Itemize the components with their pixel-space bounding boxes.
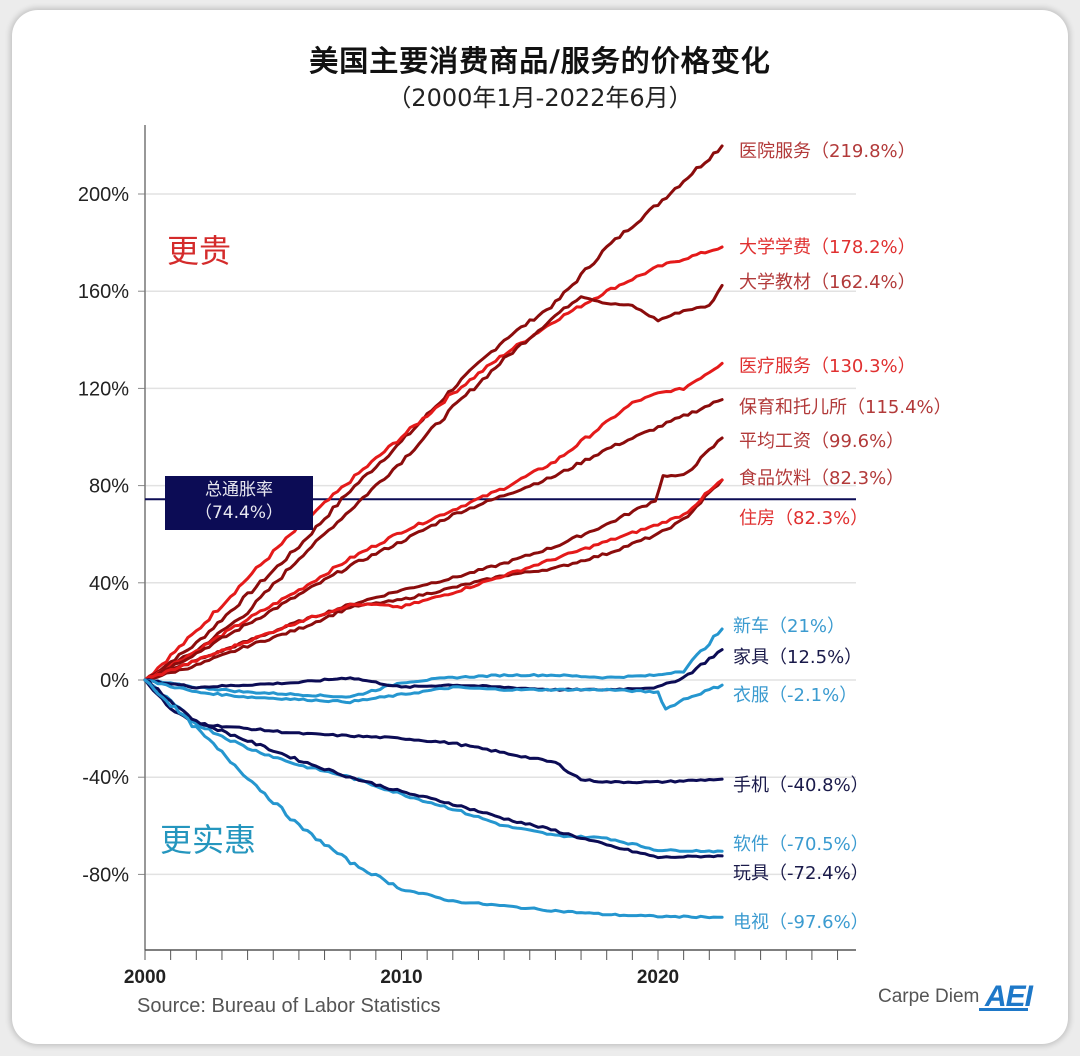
source-note: Source: Bureau of Labor Statistics bbox=[137, 995, 441, 1017]
y-tick-label: -80% bbox=[82, 864, 129, 886]
inflation-label-box: 总通胀率 （74.4%） bbox=[165, 476, 313, 530]
x-tick-label: 2010 bbox=[380, 967, 422, 988]
zone-label-more-affordable: 更实惠 bbox=[160, 821, 257, 859]
series-line-衣服 bbox=[143, 678, 724, 711]
gridlines bbox=[145, 193, 856, 876]
series-line-家具 bbox=[143, 648, 724, 692]
inflation-label-name: 总通胀率 bbox=[205, 480, 273, 500]
series-line-保育和托儿所 bbox=[143, 398, 724, 682]
y-tick-label: 40% bbox=[89, 573, 129, 595]
chart-title: 美国主要消费商品/服务的价格变化 bbox=[309, 44, 771, 78]
series-label: 软件（-70.5%） bbox=[733, 834, 869, 855]
series-label: 保育和托儿所（115.4%） bbox=[739, 397, 952, 418]
series-label: 电视（-97.6%） bbox=[733, 912, 869, 933]
series-lines bbox=[143, 144, 724, 920]
series-line-大学学费 bbox=[143, 245, 724, 682]
series-line-医院服务 bbox=[143, 144, 724, 682]
series-label: 大学学费（178.2%） bbox=[739, 237, 916, 258]
series-label: 衣服（-2.1%） bbox=[733, 685, 858, 706]
y-tick-label: 80% bbox=[89, 476, 129, 498]
series-label: 新车（21%） bbox=[733, 616, 846, 637]
series-label: 玩具（-72.4%） bbox=[733, 863, 869, 884]
y-tick-label: 0% bbox=[100, 670, 129, 692]
series-label: 手机（-40.8%） bbox=[733, 775, 869, 796]
y-tick-label: 200% bbox=[78, 184, 129, 206]
y-tick-label: 120% bbox=[78, 378, 129, 400]
series-line-平均工资 bbox=[143, 436, 724, 682]
axes: 200% 160% 120% 80% 40% 0% -40% -80% 2000 2010 2020 bbox=[78, 125, 856, 988]
series-line-手机 bbox=[143, 678, 724, 785]
series-line-大学教材 bbox=[143, 283, 724, 682]
series-line-电视 bbox=[143, 678, 724, 920]
x-tick-label: 2000 bbox=[124, 967, 166, 988]
x-tick-label: 2020 bbox=[637, 967, 679, 988]
series-line-软件 bbox=[143, 678, 724, 854]
y-tick-label: -40% bbox=[82, 767, 129, 789]
series-line-玩具 bbox=[143, 678, 724, 860]
series-label: 大学教材（162.4%） bbox=[739, 272, 916, 293]
aei-logo: AEI bbox=[978, 980, 1033, 1013]
series-label: 食品饮料（82.3%） bbox=[739, 468, 905, 489]
series-line-食品饮料 bbox=[143, 478, 724, 682]
series-label: 医院服务（219.8%） bbox=[739, 141, 916, 162]
brand-text: Carpe Diem bbox=[878, 986, 980, 1007]
inflation-label-value: （74.4%） bbox=[194, 503, 283, 523]
zone-label-more-expensive: 更贵 bbox=[167, 232, 232, 270]
series-label: 住房（82.3%） bbox=[739, 508, 869, 529]
chart-subtitle: （2000年1月-2022年6月） bbox=[387, 84, 693, 112]
series-line-新车 bbox=[143, 627, 724, 699]
series-label: 家具（12.5%） bbox=[733, 647, 863, 668]
series-line-住房 bbox=[143, 478, 724, 682]
y-tick-label: 160% bbox=[78, 281, 129, 303]
series-label: 平均工资（99.6%） bbox=[739, 431, 905, 452]
series-label: 医疗服务（130.3%） bbox=[739, 356, 916, 377]
series-line-医疗服务 bbox=[143, 361, 724, 682]
